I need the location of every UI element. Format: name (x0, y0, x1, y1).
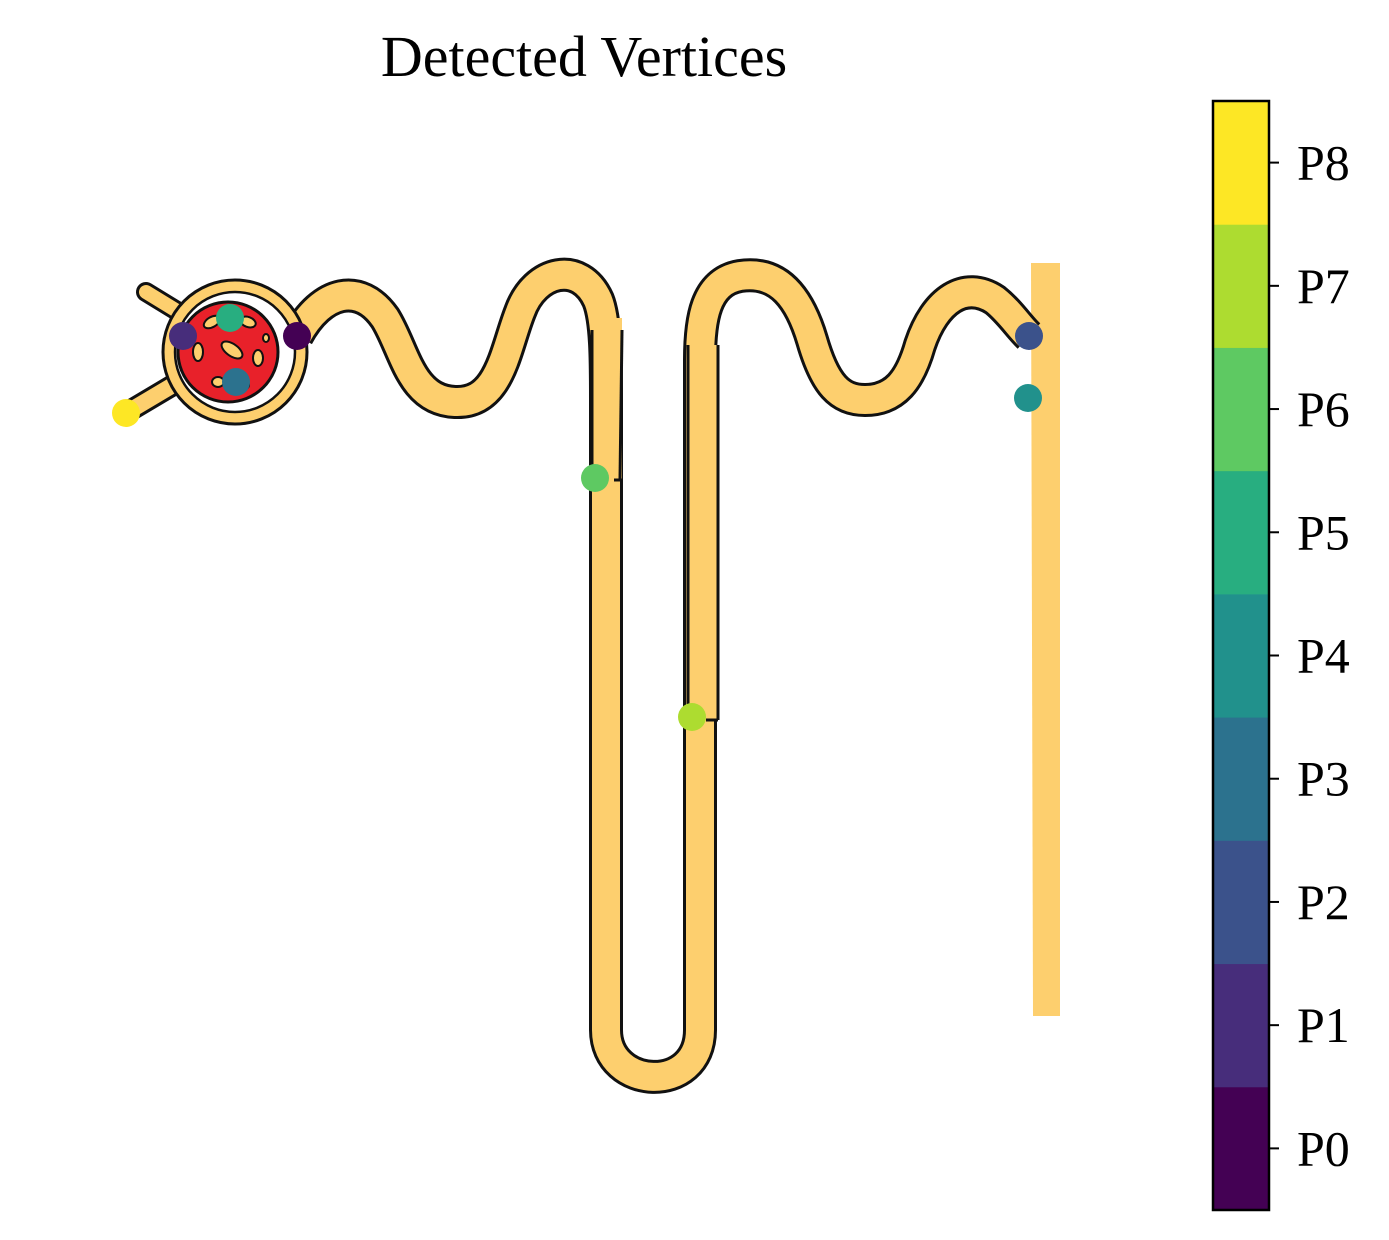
nephron-illustration (115, 257, 1060, 1094)
colorbar-segment-p6 (1213, 347, 1269, 472)
thick-descending-segment (592, 318, 622, 480)
colorbar-tick-label-p6: P6 (1297, 381, 1350, 437)
colorbar-segment-p5 (1213, 470, 1269, 595)
vertex-marker-p8 (112, 399, 140, 427)
vertex-marker-p6 (581, 464, 609, 492)
vertex-markers (112, 304, 1043, 731)
thick-ascending-segment (688, 345, 718, 720)
colorbar-segment-p8 (1213, 101, 1269, 225)
colorbar-segment-p1 (1213, 963, 1269, 1088)
colorbar-tick-label-p5: P5 (1297, 504, 1350, 560)
colorbar-segment-p4 (1213, 593, 1269, 718)
vertex-marker-p3 (222, 368, 250, 396)
colorbar: P0 P1 P2 P3 P4 P5 P6 P7 P8 (1211, 99, 1350, 1212)
colorbar-frame (1211, 99, 1271, 1212)
colorbar-tick-label-p0: P0 (1297, 1120, 1350, 1176)
vertex-marker-p5 (216, 304, 244, 332)
colorbar-tick-label-p7: P7 (1297, 258, 1350, 314)
glomerulus-capillaries (192, 314, 270, 390)
colorbar-segment-p0 (1213, 1086, 1269, 1211)
colorbar-tick-label-p3: P3 (1297, 751, 1350, 807)
vertex-marker-p7 (678, 703, 706, 731)
colorbar-segment-p2 (1213, 840, 1269, 965)
colorbar-segment-p3 (1213, 717, 1269, 841)
tubule-lumen (284, 260, 1039, 1091)
colorbar-tick-label-p2: P2 (1297, 874, 1350, 930)
colorbar-tick-label-p1: P1 (1297, 997, 1350, 1053)
vertex-marker-p0 (283, 322, 311, 350)
colorbar-tick-label-p8: P8 (1297, 135, 1350, 191)
plot-title: Detected Vertices (381, 24, 787, 89)
colorbar-segment-p7 (1213, 224, 1269, 348)
colorbar-tick-label-p4: P4 (1297, 628, 1350, 684)
vertex-marker-p1 (169, 322, 197, 350)
tubule-outline (282, 257, 1041, 1094)
vertex-marker-p2 (1015, 322, 1043, 350)
vertex-marker-p4 (1014, 384, 1042, 412)
collecting-duct (1031, 263, 1060, 1016)
